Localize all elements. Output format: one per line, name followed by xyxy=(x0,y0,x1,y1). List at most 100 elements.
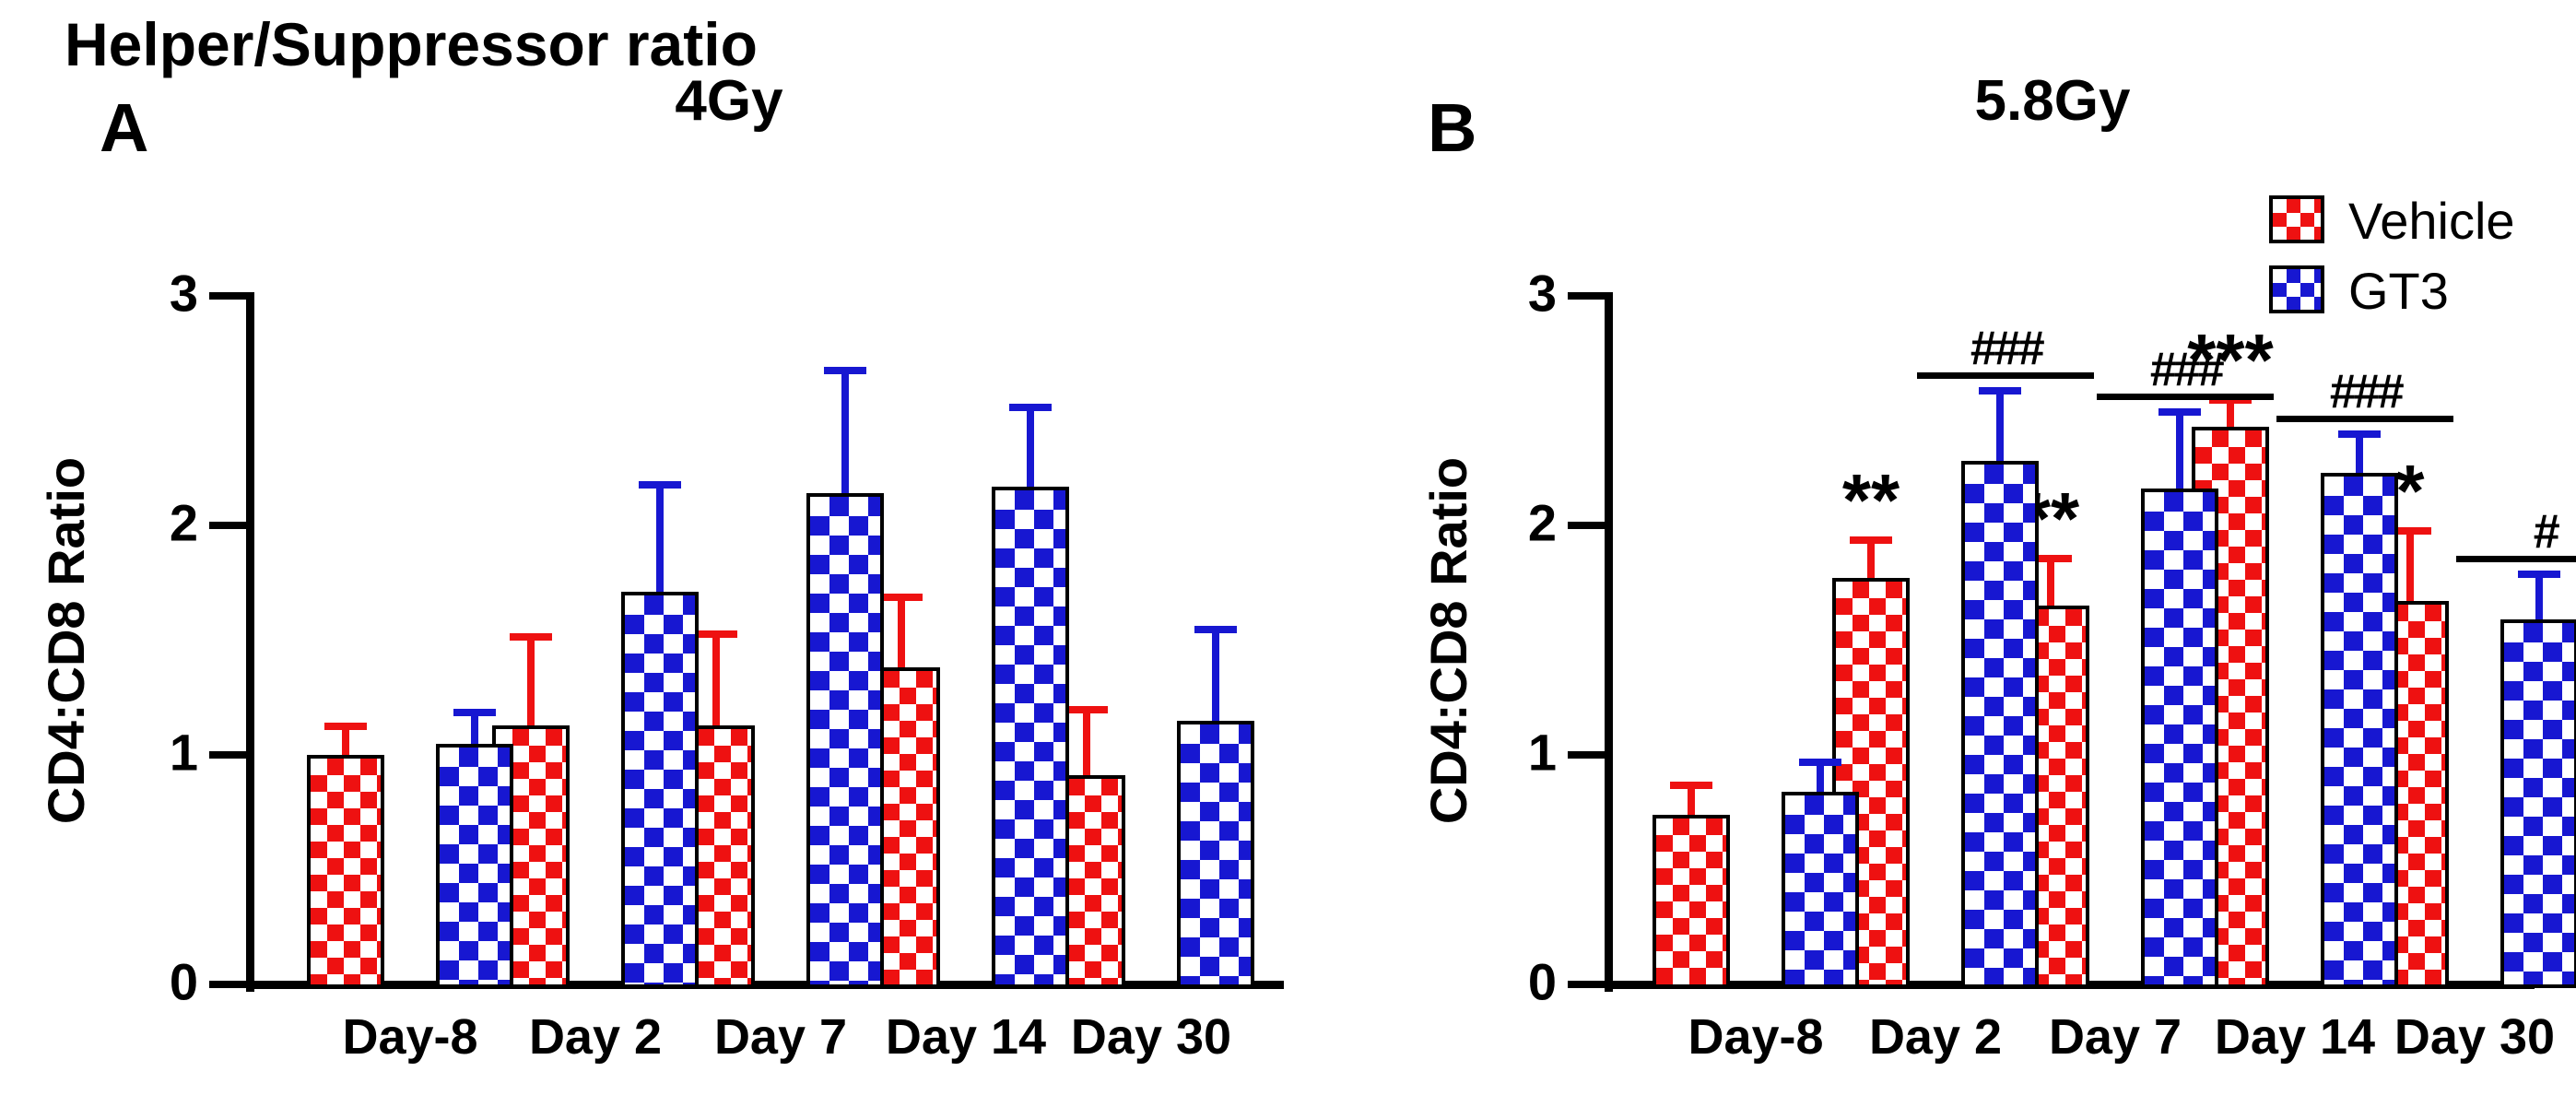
y-tick-label: 3 xyxy=(169,264,198,323)
error-bar-cap xyxy=(2209,396,2252,405)
significance-star: * xyxy=(2395,449,2425,532)
x-category-label: Day 30 xyxy=(1070,1009,1232,1065)
error-bar-cap xyxy=(1799,759,1841,767)
bar-vehicle-Day-8 xyxy=(1653,814,1730,988)
error-bar-stem xyxy=(471,711,478,744)
error-bar-stem xyxy=(2047,557,2054,606)
y-tick xyxy=(1568,751,1605,759)
x-category-label: Day 30 xyxy=(2394,1009,2556,1065)
error-bar-cap xyxy=(1065,706,1108,714)
bar-gt3-Day7 xyxy=(2141,489,2218,988)
error-bar-stem xyxy=(2535,573,2543,620)
error-bar-cap xyxy=(2389,526,2431,535)
y-axis-label: CD4:CD8 Ratio xyxy=(1419,456,1477,825)
error-bar-stem xyxy=(2227,399,2234,427)
y-axis-label: CD4:CD8 Ratio xyxy=(37,456,95,825)
error-bar-cap xyxy=(639,481,681,489)
panel-title: 5.8Gy xyxy=(1974,69,2131,133)
error-bar-stem xyxy=(1688,784,1695,815)
error-bar-cap xyxy=(1850,536,1892,544)
significance-hash: ### xyxy=(2276,368,2453,423)
legend-label-gt3: GT3 xyxy=(2348,262,2449,320)
y-tick-label: 0 xyxy=(1527,952,1557,1011)
panel-letter: A xyxy=(100,89,149,166)
error-bar-cap xyxy=(824,366,866,374)
error-bar-cap xyxy=(2158,407,2201,416)
y-tick-label: 1 xyxy=(1527,723,1557,782)
x-category-label: Day 2 xyxy=(528,1009,663,1065)
bar-gt3-Day-8 xyxy=(1782,791,1859,988)
x-axis xyxy=(246,981,1284,989)
error-bar-stem xyxy=(1817,761,1824,792)
y-tick-label: 0 xyxy=(169,952,198,1011)
bar-gt3-Day7 xyxy=(806,493,884,988)
bar-gt3-Day2 xyxy=(1961,461,2039,988)
x-category-label: Day 14 xyxy=(885,1009,1047,1065)
significance-hash: # xyxy=(2456,508,2576,563)
significance-hash: ### xyxy=(1917,324,2094,380)
y-tick-label: 1 xyxy=(169,723,198,782)
y-tick xyxy=(209,522,246,529)
x-category-label: Day 7 xyxy=(2048,1009,2182,1065)
error-bar-stem xyxy=(841,369,849,494)
error-bar-cap xyxy=(1670,782,1712,790)
error-bar-cap xyxy=(1979,387,2021,395)
bar-gt3-Day14 xyxy=(992,486,1069,988)
y-tick xyxy=(209,981,246,988)
error-bar-cap xyxy=(324,722,367,730)
significance-hash: ### xyxy=(2097,346,2274,400)
y-tick-label: 2 xyxy=(169,493,198,552)
error-bar-cap xyxy=(2338,430,2381,439)
error-bar-cap xyxy=(880,594,923,602)
bar-gt3-Day14 xyxy=(2321,472,2398,988)
x-category-label: Day 2 xyxy=(1868,1009,2003,1065)
bar-gt3-Day2 xyxy=(621,592,699,988)
error-bar-stem xyxy=(712,633,720,725)
bar-gt3-Day30 xyxy=(2500,619,2576,988)
y-tick xyxy=(209,292,246,300)
legend-swatch-gt3 xyxy=(2269,265,2324,313)
x-category-label: Day-8 xyxy=(1688,1009,1824,1065)
y-tick-label: 2 xyxy=(1527,493,1557,552)
error-bar-cap xyxy=(1009,403,1052,411)
significance-star: *** xyxy=(2187,319,2274,402)
error-bar-stem xyxy=(2176,410,2183,489)
x-category-label: Day 7 xyxy=(713,1009,848,1065)
panel-letter: B xyxy=(1428,89,1477,166)
error-bar-cap xyxy=(1194,626,1237,634)
y-axis xyxy=(1605,292,1613,992)
y-tick xyxy=(1568,981,1605,988)
error-bar-stem xyxy=(527,635,535,725)
figure-title: Helper/Suppressor ratio xyxy=(65,10,758,78)
legend-swatch-vehicle xyxy=(2269,195,2324,243)
legend-label-vehicle: Vehicle xyxy=(2348,192,2515,250)
error-bar-stem xyxy=(898,596,905,668)
y-tick xyxy=(209,751,246,759)
error-bar-cap xyxy=(510,632,552,641)
error-bar-stem xyxy=(1027,406,1034,487)
error-bar-stem xyxy=(1212,629,1219,721)
y-tick xyxy=(1568,292,1605,300)
error-bar-stem xyxy=(2406,529,2414,602)
bar-gt3-Day-8 xyxy=(436,743,513,988)
error-bar-cap xyxy=(2029,554,2072,562)
x-category-label: Day-8 xyxy=(342,1009,478,1065)
x-category-label: Day 14 xyxy=(2214,1009,2376,1065)
error-bar-stem xyxy=(1083,709,1090,776)
error-bar-cap xyxy=(695,630,737,639)
error-bar-cap xyxy=(453,708,496,716)
error-bar-stem xyxy=(1996,390,2004,462)
y-tick-label: 3 xyxy=(1527,264,1557,323)
significance-star: ** xyxy=(1841,458,1900,541)
y-axis xyxy=(246,292,254,992)
error-bar-stem xyxy=(1867,538,1875,579)
y-tick xyxy=(1568,522,1605,529)
bar-gt3-Day30 xyxy=(1177,720,1254,988)
error-bar-cap xyxy=(2518,571,2560,579)
bar-vehicle-Day-8 xyxy=(307,755,384,988)
error-bar-stem xyxy=(656,484,664,593)
error-bar-stem xyxy=(2356,433,2363,473)
panel-title: 4Gy xyxy=(675,69,783,133)
error-bar-stem xyxy=(342,724,349,755)
